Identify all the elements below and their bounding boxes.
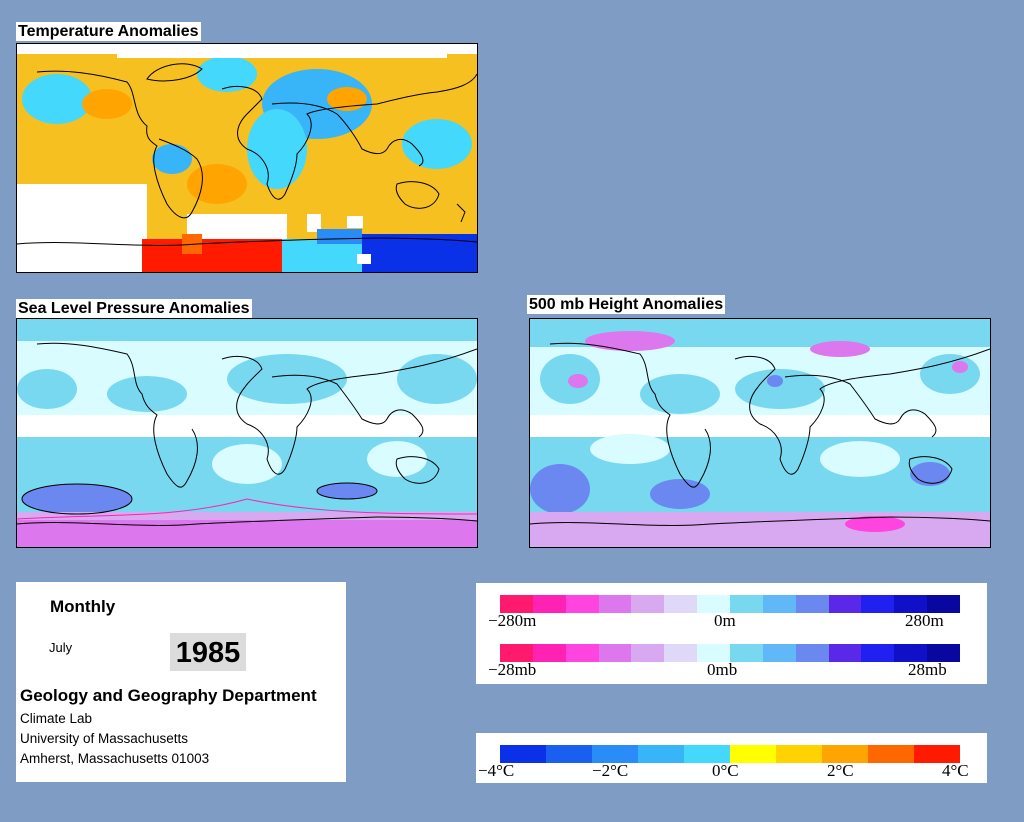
height-colorbar-segment	[532, 595, 566, 613]
department-name: Geology and Geography Department	[20, 686, 317, 705]
temperature-colorbar-ticks: −4°C −2°C 0°C 2°C 4°C	[476, 761, 987, 783]
temperature-colorbar-segment	[684, 745, 730, 763]
height-colorbar-segment	[697, 595, 731, 613]
pressure-colorbar-segment	[894, 644, 928, 662]
pressure-colorbar-segment	[795, 644, 829, 662]
temperature-anomaly-map	[16, 43, 478, 273]
temperature-colorbar-segment	[592, 745, 638, 763]
pressure-colorbar-segment	[697, 644, 731, 662]
height-colorbar-segment	[631, 595, 665, 613]
address: Amherst, Massachusetts 01003	[20, 751, 210, 766]
pressure-colorbar-segment	[565, 644, 599, 662]
slp-map-title: Sea Level Pressure Anomalies	[16, 299, 252, 318]
pressure-colorbar-segment	[631, 644, 665, 662]
period-label: Monthly	[50, 597, 116, 616]
slp-anomaly-map	[16, 318, 478, 548]
temperature-colorbar-segment	[868, 745, 914, 763]
anomaly-legend: −280m 0m 280m −28mb 0mb 28mb	[476, 583, 987, 684]
height-map-title: 500 mb Height Anomalies	[527, 295, 726, 314]
height-colorbar	[500, 595, 961, 613]
height-colorbar-segment	[828, 595, 862, 613]
height-colorbar-ticks: −280m 0m 280m	[476, 611, 987, 633]
temperature-colorbar-segment	[776, 745, 822, 763]
pressure-colorbar-ticks: −28mb 0mb 28mb	[476, 660, 987, 682]
temperature-legend: −4°C −2°C 0°C 2°C 4°C	[476, 733, 987, 783]
height-colorbar-segment	[762, 595, 796, 613]
pressure-colorbar-segment	[598, 644, 632, 662]
pressure-max-tick: 28mb	[908, 660, 947, 679]
pressure-colorbar-segment	[861, 644, 895, 662]
height-max-tick: 280m	[905, 611, 944, 630]
month-label: July	[49, 640, 73, 655]
height-colorbar-segment	[730, 595, 763, 613]
year-display: 1985	[170, 633, 246, 671]
temp-tick-2: −2°C	[592, 761, 629, 780]
height-min-tick: −280m	[488, 611, 537, 630]
pressure-colorbar-segment	[828, 644, 862, 662]
info-panel: Monthly July 1985 Geology and Geography …	[16, 582, 346, 782]
height-colorbar-segment	[500, 595, 533, 613]
lab-name: Climate Lab	[20, 711, 93, 726]
temp-tick-4: 2°C	[827, 761, 854, 780]
height-anomaly-map	[529, 318, 991, 548]
pressure-min-tick: −28mb	[488, 660, 537, 679]
pressure-colorbar-segment	[532, 644, 566, 662]
temperature-colorbar-segment	[822, 745, 868, 763]
height-colorbar-segment	[927, 595, 961, 613]
temp-tick-3: 0°C	[712, 761, 739, 780]
temp-tick-1: −4°C	[478, 761, 515, 780]
temperature-colorbar	[500, 745, 960, 763]
pressure-colorbar	[500, 644, 961, 662]
pressure-colorbar-segment	[664, 644, 698, 662]
height-mid-tick: 0m	[714, 611, 736, 630]
temperature-colorbar-segment	[638, 745, 684, 763]
temperature-colorbar-segment	[730, 745, 776, 763]
temperature-colorbar-segment	[546, 745, 592, 763]
height-colorbar-segment	[664, 595, 698, 613]
pressure-colorbar-segment	[730, 644, 763, 662]
temperature-colorbar-segment	[500, 745, 546, 763]
temp-tick-5: 4°C	[942, 761, 969, 780]
pressure-colorbar-segment	[500, 644, 533, 662]
pressure-colorbar-segment	[927, 644, 961, 662]
height-colorbar-segment	[861, 595, 895, 613]
height-colorbar-segment	[795, 595, 829, 613]
pressure-mid-tick: 0mb	[707, 660, 738, 679]
height-colorbar-segment	[565, 595, 599, 613]
pressure-colorbar-segment	[762, 644, 796, 662]
temperature-map-title: Temperature Anomalies	[16, 22, 201, 41]
height-colorbar-segment	[598, 595, 632, 613]
temperature-colorbar-segment	[914, 745, 960, 763]
university-name: University of Massachusetts	[20, 731, 189, 746]
height-colorbar-segment	[894, 595, 928, 613]
